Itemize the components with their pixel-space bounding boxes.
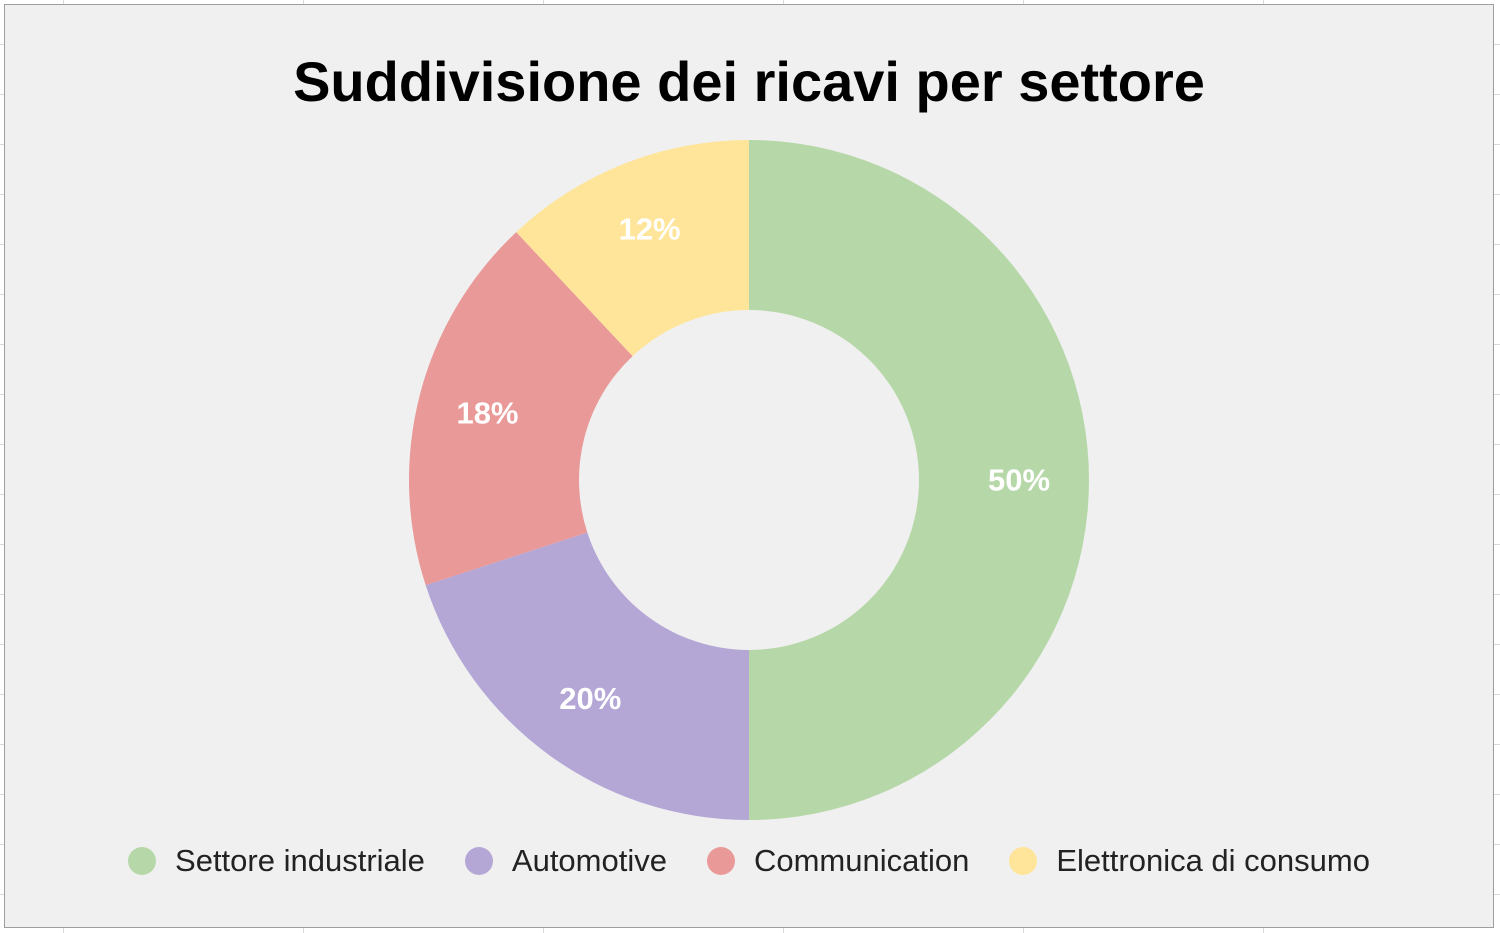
legend-item-automotive[interactable]: Automotive bbox=[464, 843, 667, 879]
legend-item-communication[interactable]: Communication bbox=[706, 843, 970, 879]
slice-communication[interactable] bbox=[409, 232, 633, 586]
donut-chart: 50% 20% 18% 12% bbox=[409, 140, 1089, 820]
legend-label: Elettronica di consumo bbox=[1056, 843, 1370, 878]
legend-swatch bbox=[1009, 847, 1038, 875]
chart-title: Suddivisione dei ricavi per settore bbox=[293, 50, 1205, 113]
slice-elettronica-di-consumo[interactable] bbox=[516, 140, 749, 357]
legend-swatch bbox=[706, 847, 735, 875]
legend-label: Automotive bbox=[511, 843, 667, 878]
slice-automotive[interactable] bbox=[425, 532, 749, 820]
legend-item-settore-industriale[interactable]: Settore industriale bbox=[128, 843, 425, 879]
slice-label-communication: 18% bbox=[456, 395, 518, 430]
legend-swatch bbox=[128, 847, 157, 875]
slice-label-elettronica-di-consumo: 12% bbox=[619, 211, 681, 246]
chart-legend: Settore industriale Automotive Communicati… bbox=[5, 843, 1493, 879]
legend-item-elettronica-di-consumo[interactable]: Elettronica di consumo bbox=[1009, 843, 1370, 879]
slice-label-settore-industriale: 50% bbox=[988, 463, 1050, 498]
chart-container[interactable]: Suddivisione dei ricavi per settore 50% 2… bbox=[4, 4, 1494, 928]
legend-label: Communication bbox=[753, 843, 970, 878]
legend-label: Settore industriale bbox=[175, 843, 425, 878]
legend-swatch bbox=[464, 847, 493, 875]
slice-settore-industriale[interactable] bbox=[749, 140, 1089, 820]
slice-label-automotive: 20% bbox=[559, 681, 621, 716]
